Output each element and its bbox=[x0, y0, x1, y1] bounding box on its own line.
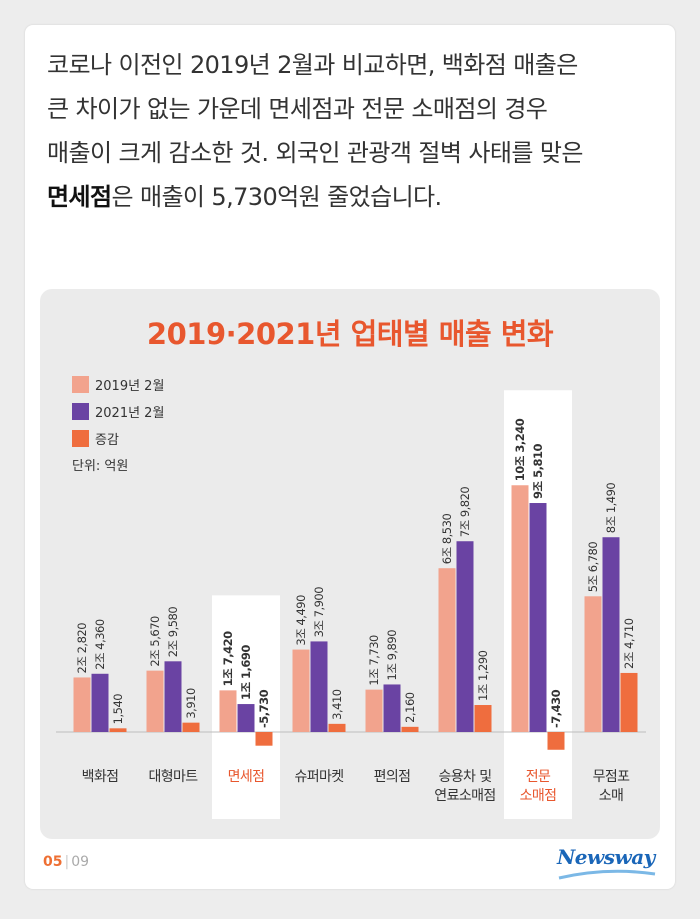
bar-value-label: 9조 5,810 bbox=[531, 444, 545, 499]
bar-value-label: 2조 5,670 bbox=[148, 616, 162, 667]
bar-value-label: 2조 9,580 bbox=[166, 607, 180, 658]
category-label: 무점포 bbox=[593, 769, 631, 785]
category-label: 승용차 및 bbox=[439, 769, 492, 785]
bar-7-2 bbox=[620, 672, 638, 732]
bar-value-label: 3,910 bbox=[184, 688, 198, 719]
current-page: 05 bbox=[43, 854, 63, 870]
bar-0-0 bbox=[73, 677, 91, 732]
bar-6-0 bbox=[511, 485, 529, 732]
bar-4-0 bbox=[365, 689, 383, 732]
legend-label-2019: 2019년 2월 bbox=[95, 379, 165, 394]
intro-text: 코로나 이전인 2019년 2월과 비교하면, 백화점 매출은 큰 차이가 없는… bbox=[47, 43, 667, 219]
bar-value-label: 1조 7,420 bbox=[221, 631, 235, 686]
legend-item-2019: 2019년 2월 bbox=[72, 371, 164, 398]
bar-3-2 bbox=[328, 723, 346, 732]
bar-value-label: 1조 9,890 bbox=[385, 630, 399, 681]
chart-legend: 2019년 2월 2021년 2월 증감 단위: 억원 bbox=[72, 371, 164, 474]
bar-1-1 bbox=[164, 661, 182, 732]
bar-5-0 bbox=[438, 568, 456, 732]
legend-label-2021: 2021년 2월 bbox=[95, 406, 165, 421]
total-pages: 09 bbox=[71, 854, 90, 870]
intro-line-1: 코로나 이전인 2019년 2월과 비교하면, 백화점 매출은 bbox=[47, 51, 578, 79]
bar-chart: 2조 2,820 2조 4,360 1,540 백화점 2조 5,670 2조 9,580… bbox=[56, 390, 646, 819]
bar-6-1 bbox=[529, 503, 547, 732]
bar-6-2 bbox=[547, 732, 565, 750]
bar-3-1 bbox=[310, 641, 328, 732]
bar-value-label: -7,430 bbox=[549, 689, 563, 728]
page-indicator: 05 | 09 bbox=[43, 854, 90, 870]
legend-swatch-2021 bbox=[72, 403, 89, 420]
bar-value-label: -5,730 bbox=[257, 689, 271, 728]
category-label: 편의점 bbox=[374, 769, 411, 785]
bar-value-label: 1조 7,730 bbox=[367, 635, 381, 686]
chart-panel: 2조 2,820 2조 4,360 1,540 백화점 2조 5,670 2조 9,580… bbox=[40, 289, 660, 839]
bar-value-label: 2,160 bbox=[403, 692, 417, 723]
bar-0-1 bbox=[91, 673, 109, 732]
content-card: 코로나 이전인 2019년 2월과 비교하면, 백화점 매출은 큰 차이가 없는… bbox=[25, 25, 675, 889]
chart-title: 2019·2021년 업태별 매출 변화 bbox=[146, 317, 554, 351]
legend-swatch-2019 bbox=[72, 376, 89, 393]
category-label: 소매 bbox=[599, 788, 624, 804]
legend-swatch-change bbox=[72, 430, 89, 447]
bar-value-label: 6조 8,530 bbox=[440, 514, 454, 565]
intro-line-4: 면세점은 매출이 5,730억원 줄었습니다. bbox=[47, 175, 667, 219]
newsway-logo: Newsway bbox=[557, 845, 655, 869]
intro-bold-term: 면세점 bbox=[47, 183, 112, 211]
bar-2-1 bbox=[237, 704, 255, 732]
bar-value-label: 3,410 bbox=[330, 689, 344, 720]
bar-4-1 bbox=[383, 684, 401, 732]
bar-2-2 bbox=[255, 732, 273, 746]
bar-value-label: 7조 9,820 bbox=[458, 487, 472, 538]
bar-value-label: 8조 1,490 bbox=[604, 483, 618, 534]
bar-value-label: 1조 1,690 bbox=[239, 645, 253, 700]
bar-value-label: 3조 7,900 bbox=[312, 587, 326, 638]
bar-1-2 bbox=[182, 722, 200, 732]
category-label: 백화점 bbox=[82, 769, 119, 785]
intro-line-3: 매출이 크게 감소한 것. 외국인 관광객 절벽 사태를 맞은 bbox=[47, 139, 583, 167]
bar-value-label: 2조 4,360 bbox=[93, 619, 107, 670]
legend-item-2021: 2021년 2월 bbox=[72, 398, 164, 425]
bar-3-0 bbox=[292, 649, 310, 732]
bar-value-label: 10조 3,240 bbox=[513, 418, 527, 481]
bar-5-2 bbox=[474, 705, 492, 732]
category-label: 면세점 bbox=[228, 769, 265, 785]
logo-swoosh-icon bbox=[558, 869, 656, 880]
legend-label-change: 증감 bbox=[95, 433, 119, 448]
category-label: 전문 bbox=[526, 769, 551, 785]
bar-value-label: 5조 6,780 bbox=[586, 542, 600, 593]
category-label: 슈퍼마켓 bbox=[294, 769, 344, 785]
bar-value-label: 3조 4,490 bbox=[294, 595, 308, 646]
bar-2-0 bbox=[219, 690, 237, 732]
intro-line-2: 큰 차이가 없는 가운데 면세점과 전문 소매점의 경우 bbox=[47, 95, 548, 123]
category-label: 대형마트 bbox=[148, 769, 198, 785]
bar-4-2 bbox=[401, 726, 419, 732]
unit-label: 단위: 억원 bbox=[72, 459, 129, 474]
bar-0-2 bbox=[109, 728, 127, 732]
category-label: 소매점 bbox=[520, 788, 557, 804]
bar-7-1 bbox=[602, 537, 620, 732]
legend-item-change: 증감 bbox=[72, 425, 164, 452]
bar-7-0 bbox=[584, 596, 602, 732]
bar-5-1 bbox=[456, 541, 474, 732]
bar-value-label: 1,540 bbox=[111, 694, 125, 725]
bar-value-label: 2조 4,710 bbox=[622, 618, 636, 669]
intro-line-4-rest: 은 매출이 5,730억원 줄었습니다. bbox=[111, 183, 442, 211]
category-label: 연료소매점 bbox=[434, 788, 495, 804]
bar-value-label: 2조 2,820 bbox=[75, 623, 89, 674]
bar-value-label: 1조 1,290 bbox=[476, 650, 490, 701]
bar-1-0 bbox=[146, 670, 164, 732]
